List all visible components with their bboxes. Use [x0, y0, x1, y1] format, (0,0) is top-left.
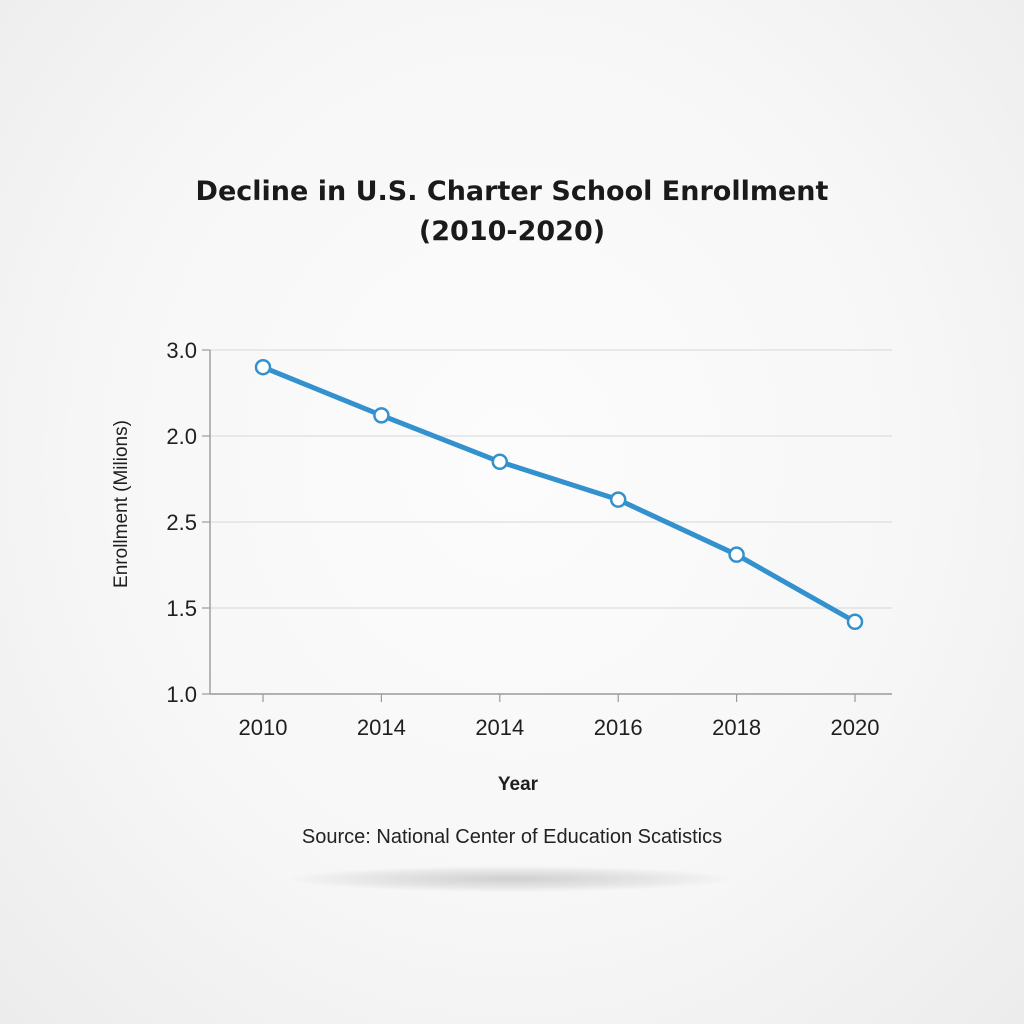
- y-axis-ticks: 3.0 2.0 2.5 1.5 1.0: [166, 338, 210, 707]
- x-tick-label: 2010: [239, 715, 288, 740]
- y-tick-label: 1.5: [166, 596, 197, 621]
- chart-title-line-1: Decline in U.S. Charter School Enrollmen…: [195, 176, 829, 207]
- x-tick-label: 2014: [357, 715, 406, 740]
- series-line: [260, 364, 858, 625]
- decorative-shadow: [290, 866, 730, 892]
- data-point: [373, 407, 390, 424]
- chart-title: Decline in U.S. Charter School Enrollmen…: [0, 172, 1024, 252]
- y-tick-label: 2.5: [166, 510, 197, 535]
- data-point: [609, 491, 627, 508]
- x-tick-label: 2020: [831, 715, 880, 740]
- gridlines: [210, 349, 892, 609]
- y-tick-label: 2.0: [166, 424, 197, 449]
- y-tick-label: 3.0: [166, 338, 197, 363]
- x-tick-label: 2018: [712, 715, 761, 740]
- x-axis-title: Year: [498, 774, 539, 795]
- y-tick-label: 1.0: [166, 682, 197, 707]
- x-tick-label: 2016: [594, 715, 643, 740]
- series-enrollment: [254, 358, 864, 631]
- y-axis-title: Enrollment (Milions): [111, 420, 132, 588]
- data-point: [728, 546, 745, 563]
- source-note: Source: National Center of Education Sca…: [301, 826, 723, 848]
- data-point: [254, 358, 272, 376]
- chart-title-line-2: (2010-2020): [418, 216, 606, 247]
- x-axis-ticks: 2010 2014 2014 2016 2018 2020: [239, 694, 880, 740]
- data-point: [846, 613, 864, 631]
- x-tick-label: 2014: [475, 715, 524, 740]
- data-point: [491, 453, 509, 471]
